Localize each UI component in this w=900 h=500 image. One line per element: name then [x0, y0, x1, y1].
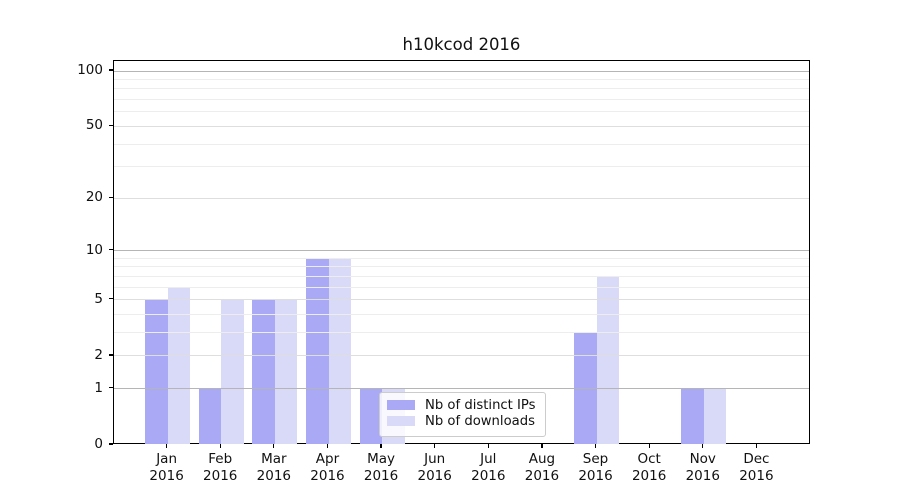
gridline: [114, 166, 809, 168]
x-tick-mark: [541, 444, 543, 448]
plot-area: Nb of distinct IPs Nb of downloads: [113, 60, 810, 444]
gridline: [114, 388, 809, 390]
y-tick-mark: [108, 124, 113, 126]
legend-item: Nb of distinct IPs: [387, 397, 545, 413]
y-tick-mark: [108, 249, 113, 251]
gridline: [114, 111, 809, 113]
y-tick-label: 5: [94, 290, 103, 307]
gridline: [114, 250, 809, 252]
x-tick-label: Dec 2016: [739, 451, 774, 484]
x-tick-mark: [702, 444, 704, 448]
bar-downloads: [596, 276, 619, 444]
legend-swatch-downloads: [387, 416, 415, 426]
gridline: [114, 286, 809, 288]
x-tick-mark: [648, 444, 650, 448]
gridline: [114, 299, 809, 301]
y-tick-mark: [108, 354, 113, 356]
x-tick-mark: [166, 444, 168, 448]
legend: Nb of distinct IPs Nb of downloads: [379, 392, 546, 437]
y-tick-label: 10: [85, 241, 103, 258]
x-tick-mark: [326, 444, 329, 448]
x-tick-mark: [755, 444, 757, 448]
y-tick-label: 50: [85, 117, 103, 134]
x-tick-mark: [434, 444, 436, 448]
chart-title: h10kcod 2016: [402, 35, 521, 54]
y-tick-mark: [108, 443, 113, 445]
bar-downloads: [274, 299, 298, 444]
legend-label: Nb of distinct IPs: [425, 397, 536, 413]
y-tick-label: 1: [94, 379, 103, 396]
x-tick-mark: [273, 444, 275, 448]
gridline: [114, 70, 809, 72]
gridline: [114, 78, 809, 80]
x-tick-label: Mar 2016: [256, 451, 292, 484]
y-tick-label: 20: [85, 189, 103, 206]
legend-label: Nb of downloads: [425, 413, 535, 429]
y-tick-mark: [108, 69, 113, 71]
x-tick-mark: [594, 444, 597, 448]
gridline: [114, 125, 809, 127]
bar-distinct-ips: [306, 258, 329, 444]
legend-swatch-distinct-ips: [387, 400, 415, 410]
x-tick-mark: [380, 444, 382, 448]
x-tick-mark: [219, 444, 221, 448]
gridline: [114, 275, 809, 277]
gridline: [114, 332, 809, 334]
gridline: [114, 257, 809, 259]
bar-distinct-ips: [252, 299, 275, 444]
x-tick-label: Jun 2016: [417, 451, 452, 484]
x-tick-label: Nov 2016: [685, 451, 720, 484]
gridline: [114, 355, 809, 357]
bar-distinct-ips: [145, 299, 168, 444]
gridline: [114, 88, 809, 90]
legend-item: Nb of downloads: [387, 413, 545, 429]
x-tick-mark: [487, 444, 489, 448]
x-tick-label: Apr 2016: [310, 451, 345, 484]
gridline: [114, 143, 809, 145]
bar-downloads: [703, 388, 727, 444]
y-tick-label: 2: [94, 346, 103, 363]
bar-downloads: [221, 299, 244, 444]
gridline: [114, 197, 809, 199]
bar-distinct-ips: [681, 388, 704, 444]
bar-downloads: [167, 287, 191, 444]
x-tick-label: Feb 2016: [203, 451, 238, 484]
y-tick-mark: [108, 196, 113, 198]
bar-distinct-ips: [198, 388, 222, 444]
bar-downloads: [328, 258, 351, 444]
y-tick-mark: [108, 387, 113, 389]
y-tick-mark: [108, 298, 113, 300]
x-tick-label: Aug 2016: [524, 451, 560, 484]
y-tick-label: 100: [77, 62, 103, 78]
gridline: [114, 266, 809, 268]
y-tick-label: 0: [94, 436, 103, 452]
x-tick-label: Jan 2016: [149, 451, 184, 484]
gridline: [114, 314, 809, 316]
x-tick-label: Oct 2016: [631, 451, 667, 484]
x-tick-label: May 2016: [363, 451, 399, 484]
bar-distinct-ips: [359, 388, 383, 444]
x-tick-label: Jul 2016: [471, 451, 506, 484]
gridline: [114, 99, 809, 101]
x-tick-label: Sep 2016: [578, 451, 613, 484]
